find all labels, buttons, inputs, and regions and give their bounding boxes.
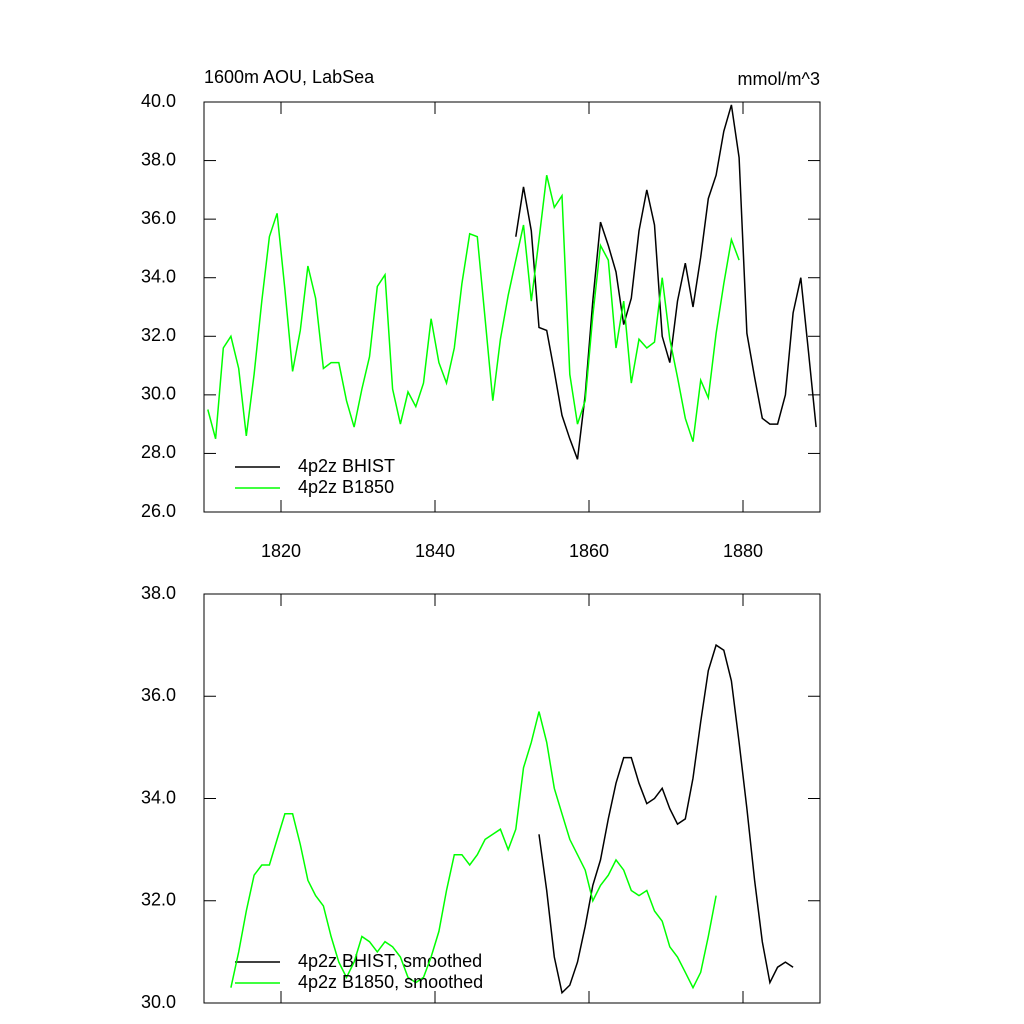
series-line xyxy=(515,104,817,460)
legend-label: 4p2z BHIST xyxy=(298,456,395,476)
y-tick-label: 34.0 xyxy=(141,787,176,807)
y-tick-label: 32.0 xyxy=(141,890,176,910)
x-tick-label: 1860 xyxy=(569,541,609,561)
y-tick-label: 34.0 xyxy=(141,266,176,286)
y-tick-label: 28.0 xyxy=(141,442,176,462)
plot-frame xyxy=(203,593,821,1004)
y-tick-label: 30.0 xyxy=(141,384,176,404)
series-line xyxy=(207,175,740,442)
x-tick-label: 1840 xyxy=(415,541,455,561)
y-tick-label: 40.0 xyxy=(141,91,176,111)
chart-title: 1600m AOU, LabSea xyxy=(204,67,375,87)
y-tick-label: 36.0 xyxy=(141,208,176,228)
y-tick-label: 38.0 xyxy=(141,149,176,169)
legend-label: 4p2z B1850 xyxy=(298,477,394,497)
units-label: mmol/m^3 xyxy=(738,69,820,89)
series-line xyxy=(538,643,794,995)
plot-frame xyxy=(203,101,821,513)
x-tick-label: 1820 xyxy=(261,541,301,561)
y-tick-label: 38.0 xyxy=(141,583,176,603)
legend-label: 4p2z B1850, smoothed xyxy=(298,972,483,992)
x-tick-label: 1880 xyxy=(723,541,763,561)
y-tick-label: 26.0 xyxy=(141,501,176,521)
legend-label: 4p2z BHIST, smoothed xyxy=(298,951,482,971)
y-tick-label: 30.0 xyxy=(141,992,176,1012)
y-tick-label: 36.0 xyxy=(141,685,176,705)
series-line xyxy=(230,711,717,990)
y-tick-label: 32.0 xyxy=(141,325,176,345)
